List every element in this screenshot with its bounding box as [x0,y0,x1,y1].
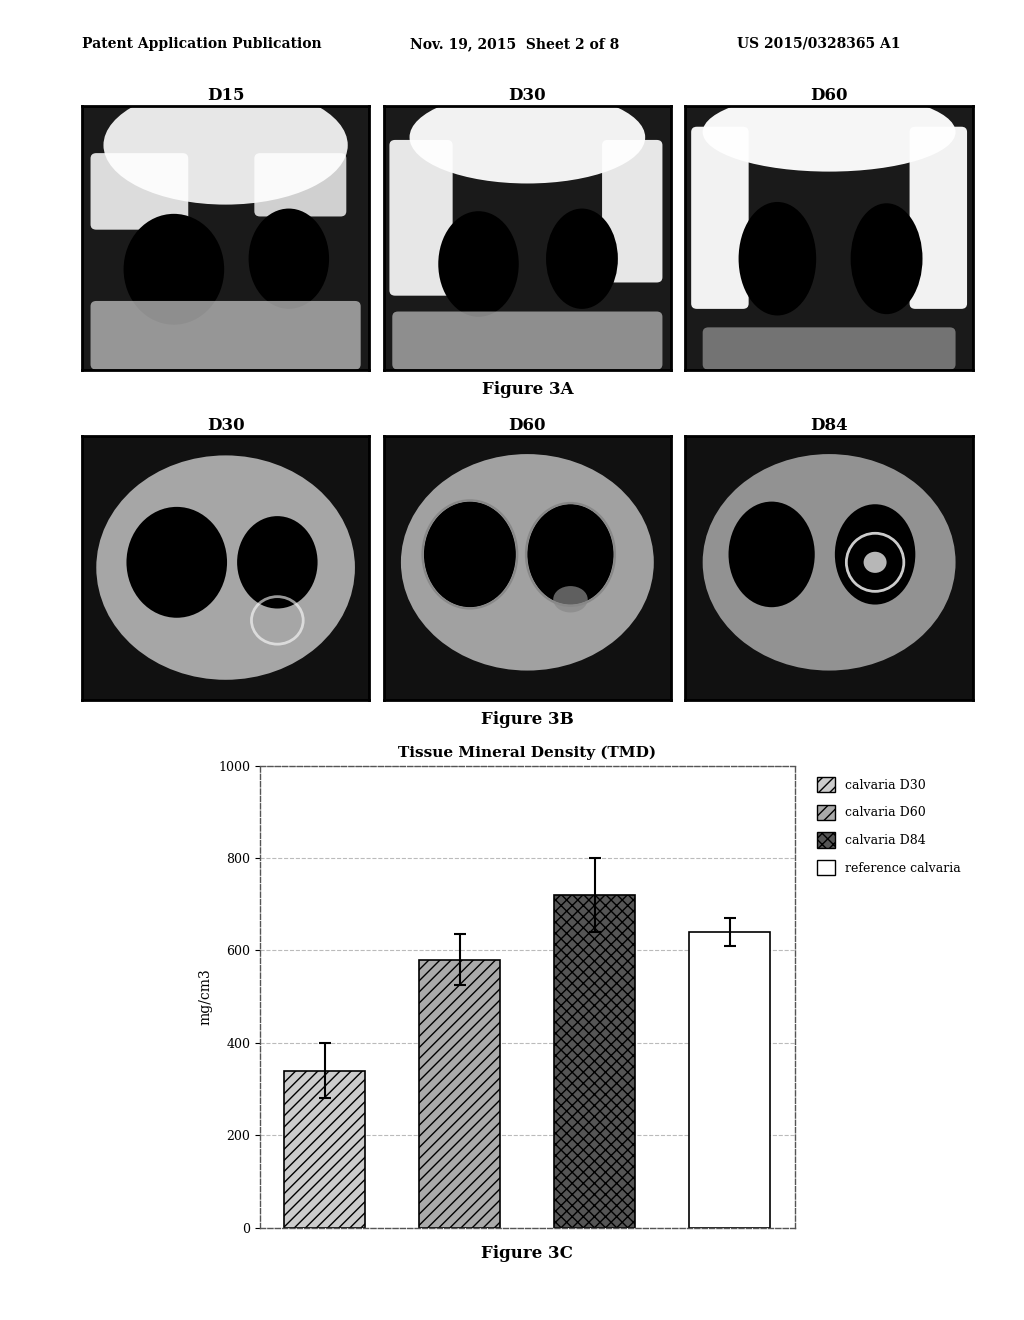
Ellipse shape [238,516,317,609]
FancyBboxPatch shape [685,106,973,370]
Ellipse shape [553,586,588,612]
FancyBboxPatch shape [685,436,973,700]
FancyBboxPatch shape [702,327,955,370]
Text: Figure 3A: Figure 3A [481,381,573,397]
Ellipse shape [410,91,645,183]
FancyBboxPatch shape [82,436,370,700]
Ellipse shape [835,504,915,605]
Title: D15: D15 [207,87,245,104]
Ellipse shape [702,92,955,172]
Bar [554,895,635,1228]
Legend: calvaria D30, calvaria D60, calvaria D84, reference calvaria: calvaria D30, calvaria D60, calvaria D84… [812,772,966,880]
FancyBboxPatch shape [392,312,663,370]
Text: US 2015/0328365 A1: US 2015/0328365 A1 [737,37,901,51]
FancyBboxPatch shape [384,436,671,700]
FancyBboxPatch shape [90,153,188,230]
Bar [420,960,501,1228]
Ellipse shape [103,86,348,205]
Ellipse shape [728,502,815,607]
FancyBboxPatch shape [909,127,967,309]
FancyBboxPatch shape [389,140,453,296]
Text: Patent Application Publication: Patent Application Publication [82,37,322,51]
Ellipse shape [863,552,887,573]
Ellipse shape [249,209,329,309]
FancyBboxPatch shape [691,127,749,309]
FancyBboxPatch shape [602,140,663,282]
Text: Nov. 19, 2015  Sheet 2 of 8: Nov. 19, 2015 Sheet 2 of 8 [410,37,618,51]
Title: D84: D84 [810,417,848,434]
Ellipse shape [124,214,224,325]
FancyBboxPatch shape [90,301,360,370]
Bar [285,1071,366,1228]
Bar [689,932,770,1228]
Text: Figure 3C: Figure 3C [481,1246,573,1262]
Ellipse shape [738,202,816,315]
Text: Figure 3B: Figure 3B [481,711,573,727]
Ellipse shape [424,502,516,607]
Title: D60: D60 [810,87,848,104]
FancyBboxPatch shape [254,153,346,216]
Ellipse shape [438,211,519,317]
Title: Tissue Mineral Density (TMD): Tissue Mineral Density (TMD) [398,746,656,760]
Title: D30: D30 [509,87,546,104]
Ellipse shape [96,455,355,680]
FancyBboxPatch shape [384,106,671,370]
Ellipse shape [546,209,617,309]
Ellipse shape [851,203,923,314]
Ellipse shape [401,454,653,671]
Ellipse shape [702,454,955,671]
Ellipse shape [527,504,613,605]
Title: D30: D30 [207,417,245,434]
Title: D60: D60 [509,417,546,434]
FancyBboxPatch shape [82,106,370,370]
Y-axis label: mg/cm3: mg/cm3 [199,969,213,1024]
Ellipse shape [127,507,227,618]
